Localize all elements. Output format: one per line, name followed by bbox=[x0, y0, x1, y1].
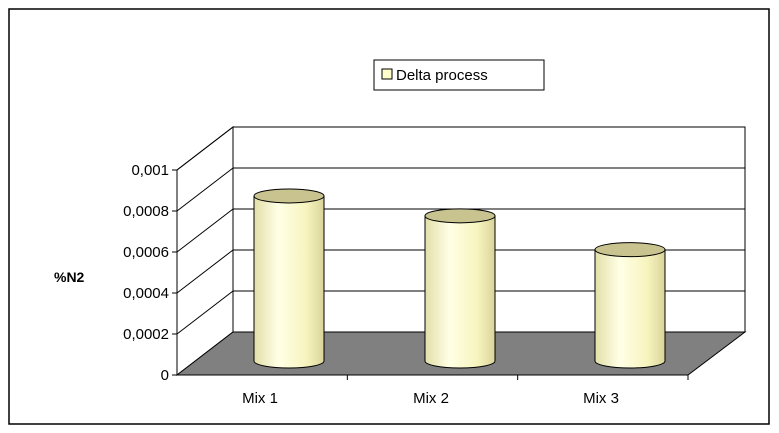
bar-top bbox=[594, 242, 666, 258]
x-tick-label: Mix 1 bbox=[242, 390, 278, 407]
x-tick-label: Mix 2 bbox=[413, 390, 449, 407]
y-tick-label: 0 bbox=[161, 367, 169, 384]
y-tick-labels: 0 0,0002 0,0004 0,0006 0,0008 0,001 bbox=[123, 162, 169, 384]
bar-cylinder bbox=[594, 242, 666, 369]
bar-top bbox=[253, 188, 325, 204]
bar-body bbox=[594, 249, 666, 369]
bar-body bbox=[424, 215, 496, 369]
gridline-side bbox=[176, 208, 234, 253]
legend: Delta process bbox=[373, 59, 545, 91]
gridline-side bbox=[176, 249, 234, 294]
y-tick-label: 0,001 bbox=[131, 162, 169, 179]
gridline-side bbox=[176, 167, 234, 212]
y-tick-label: 0,0004 bbox=[123, 285, 169, 302]
bar-cylinder bbox=[424, 208, 496, 369]
legend-label: Delta process bbox=[396, 67, 488, 84]
y-axis-label: %N2 bbox=[54, 269, 85, 285]
bar-top bbox=[424, 208, 496, 224]
x-tick-label: Mix 3 bbox=[583, 390, 619, 407]
plot-side-wall bbox=[176, 125, 234, 377]
gridline-side bbox=[176, 126, 234, 171]
gridline-side bbox=[176, 290, 234, 335]
bar-body bbox=[253, 195, 325, 369]
y-tick-label: 0,0002 bbox=[123, 326, 169, 343]
legend-swatch bbox=[381, 68, 393, 80]
y-tick-label: 0,0008 bbox=[123, 203, 169, 220]
legend-box bbox=[373, 59, 545, 91]
x-tick-labels: Mix 1 Mix 2 Mix 3 bbox=[242, 375, 689, 407]
bar-layer bbox=[253, 188, 666, 369]
bar-cylinder bbox=[253, 188, 325, 369]
y-tick-label: 0,0006 bbox=[123, 244, 169, 261]
